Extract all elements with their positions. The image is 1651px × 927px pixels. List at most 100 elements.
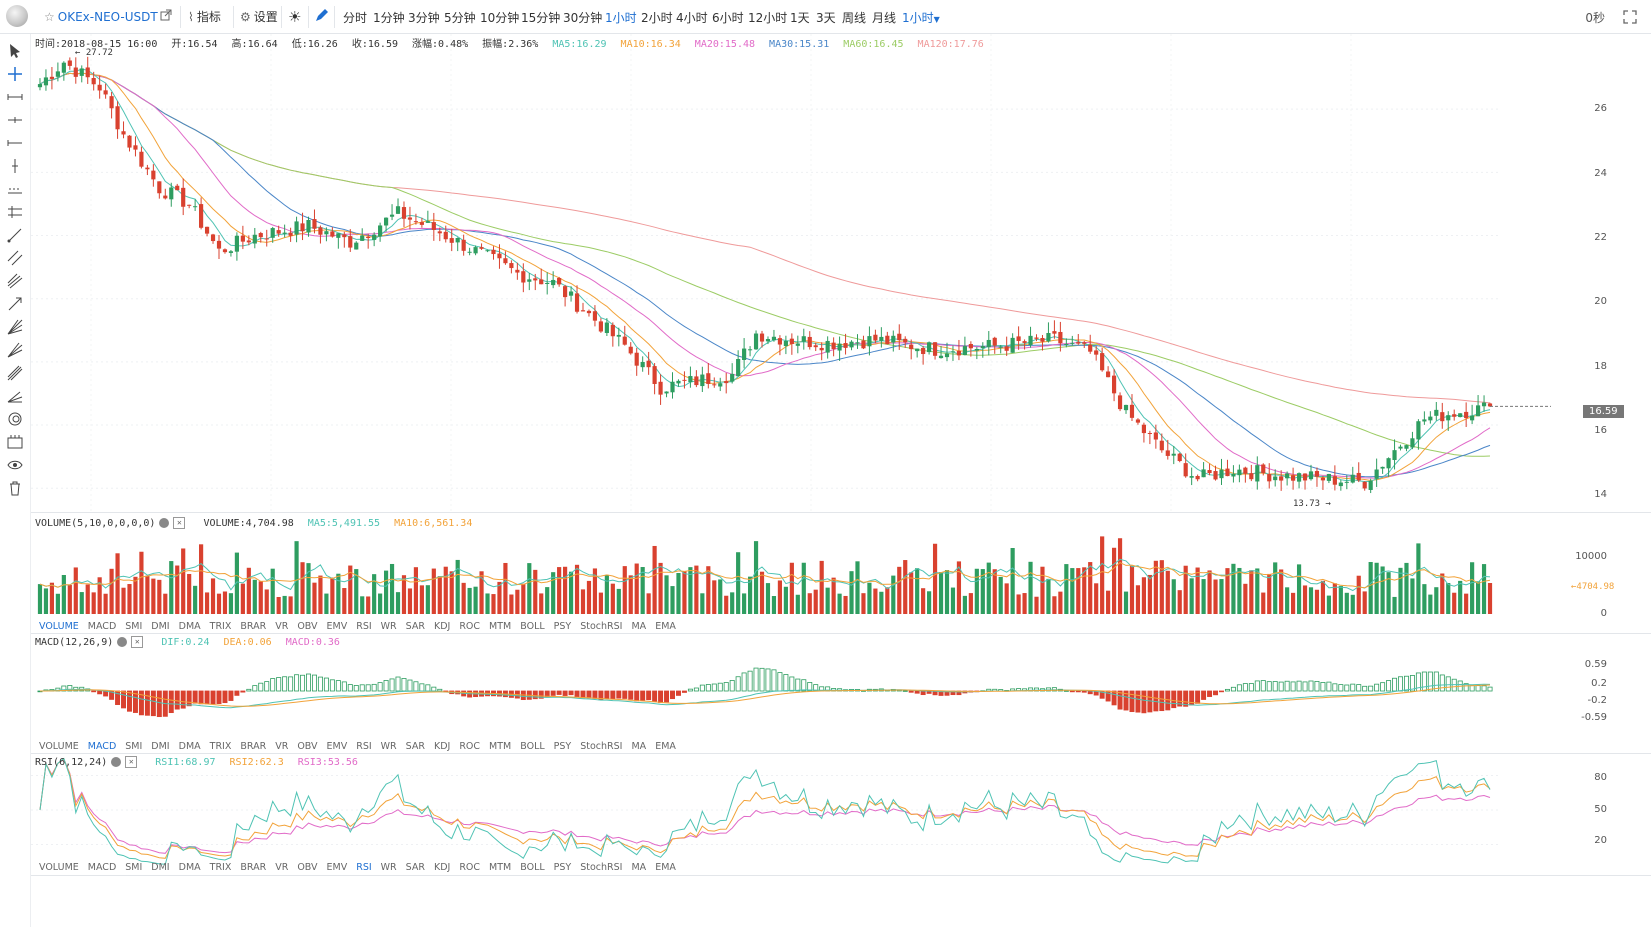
segment-icon[interactable] — [7, 89, 23, 105]
indicator-tab-dma[interactable]: DMA — [178, 621, 201, 632]
measure-icon[interactable] — [7, 434, 23, 450]
indicator-tab-dmi[interactable]: DMI — [151, 741, 170, 752]
indicator-tab-volume[interactable]: VOLUME — [39, 621, 79, 632]
chart-area[interactable]: 时间:2018-08-15 16:00 开:16.54 高:16.64 低:16… — [31, 34, 1651, 927]
fullscreen-icon[interactable] — [1623, 9, 1637, 24]
fibonacci-spiral-icon[interactable] — [7, 411, 23, 427]
indicator-tab-wr[interactable]: WR — [380, 741, 397, 752]
indicator-tab-volume[interactable]: VOLUME — [39, 862, 79, 873]
indicator-tab-kdj[interactable]: KDJ — [433, 621, 451, 632]
indicator-tab-ma[interactable]: MA — [631, 862, 647, 873]
indicator-tab-emv[interactable]: EMV — [326, 741, 348, 752]
indicator-tab-rsi[interactable]: RSI — [356, 621, 372, 632]
star-icon[interactable]: ☆ — [44, 10, 55, 24]
indicator-tab-stochrsi[interactable]: StochRSI — [580, 862, 623, 873]
indicator-tab-dma[interactable]: DMA — [178, 741, 201, 752]
indicator-tab-vr[interactable]: VR — [275, 741, 289, 752]
trend-line-icon[interactable] — [7, 227, 23, 243]
period-3min[interactable]: 3分钟 — [408, 11, 440, 25]
indicator-tab-dmi[interactable]: DMI — [151, 862, 170, 873]
indicator-tab-macd[interactable]: MACD — [87, 621, 117, 632]
horizontal-ray-icon[interactable] — [7, 112, 23, 128]
draw-pen-icon[interactable] — [314, 7, 330, 27]
indicator-tab-dma[interactable]: DMA — [178, 862, 201, 873]
indicator-tab-stochrsi[interactable]: StochRSI — [580, 741, 623, 752]
indicator-tab-psy[interactable]: PSY — [553, 621, 572, 632]
indicator-tab-macd[interactable]: MACD — [87, 741, 117, 752]
speed-resistance-icon[interactable] — [7, 365, 23, 381]
eye-icon[interactable] — [7, 457, 23, 473]
symbol-selector[interactable]: ☆ OKEx-NEO-USDT — [44, 7, 158, 27]
channel-icon[interactable] — [7, 273, 23, 289]
indicator-tab-wr[interactable]: WR — [380, 621, 397, 632]
indicator-tab-vr[interactable]: VR — [275, 621, 289, 632]
indicator-tab-ma[interactable]: MA — [631, 741, 647, 752]
indicator-tab-brar[interactable]: BRAR — [240, 862, 267, 873]
gear-icon[interactable] — [117, 637, 128, 647]
horizontal-line-icon[interactable] — [7, 135, 23, 151]
period-1d[interactable]: 1天 — [790, 11, 810, 25]
vertical-line-icon[interactable] — [7, 158, 23, 174]
period-1min[interactable]: 1分钟 — [373, 11, 405, 25]
indicator-tab-smi[interactable]: SMI — [125, 741, 143, 752]
gann-fan-icon[interactable] — [7, 342, 23, 358]
indicator-tab-trix[interactable]: TRIX — [209, 621, 232, 632]
indicator-tab-psy[interactable]: PSY — [553, 741, 572, 752]
indicator-tab-emv[interactable]: EMV — [326, 862, 348, 873]
indicator-tab-brar[interactable]: BRAR — [240, 741, 267, 752]
period-1h[interactable]: 1小时 — [605, 11, 637, 25]
kline-chart-svg[interactable] — [31, 34, 1651, 927]
indicator-tab-smi[interactable]: SMI — [125, 621, 143, 632]
period-5min[interactable]: 5分钟 — [444, 11, 476, 25]
period-6h[interactable]: 6小时 — [712, 11, 744, 25]
trash-icon[interactable] — [7, 480, 23, 496]
period-fenshi[interactable]: 分时 — [343, 11, 368, 25]
price-line-icon[interactable] — [7, 181, 23, 197]
parallel-lines-icon[interactable] — [7, 204, 23, 220]
close-icon[interactable]: ✕ — [125, 756, 138, 768]
indicator-tab-roc[interactable]: ROC — [459, 621, 481, 632]
andrews-pitchfork-icon[interactable] — [7, 388, 23, 404]
parallel-channel-icon[interactable] — [7, 250, 23, 266]
indicator-tab-mtm[interactable]: MTM — [489, 621, 512, 632]
indicator-tab-ema[interactable]: EMA — [655, 741, 676, 752]
arrow-line-icon[interactable] — [7, 296, 23, 312]
indicator-tab-sar[interactable]: SAR — [405, 741, 425, 752]
fibonacci-fan-icon[interactable] — [7, 319, 23, 335]
indicator-tab-rsi[interactable]: RSI — [356, 741, 372, 752]
indicator-tab-kdj[interactable]: KDJ — [433, 862, 451, 873]
period-12h[interactable]: 12小时 — [748, 11, 788, 25]
indicator-tab-volume[interactable]: VOLUME — [39, 741, 79, 752]
period-dropdown[interactable]: 1小时▼ — [902, 9, 940, 26]
indicator-tab-emv[interactable]: EMV — [326, 621, 348, 632]
period-3d[interactable]: 3天 — [816, 11, 836, 25]
indicator-tab-trix[interactable]: TRIX — [209, 741, 232, 752]
period-4h[interactable]: 4小时 — [676, 11, 708, 25]
indicator-tab-wr[interactable]: WR — [380, 862, 397, 873]
indicator-tab-psy[interactable]: PSY — [553, 862, 572, 873]
indicator-tab-obv[interactable]: OBV — [297, 741, 318, 752]
indicator-tab-mtm[interactable]: MTM — [489, 862, 512, 873]
indicator-tab-roc[interactable]: ROC — [459, 741, 481, 752]
indicator-tab-dmi[interactable]: DMI — [151, 621, 170, 632]
period-30min[interactable]: 30分钟 — [563, 11, 603, 25]
indicator-tab-smi[interactable]: SMI — [125, 862, 143, 873]
indicator-tab-stochrsi[interactable]: StochRSI — [580, 621, 623, 632]
indicator-tab-sar[interactable]: SAR — [405, 621, 425, 632]
indicator-tab-boll[interactable]: BOLL — [520, 741, 545, 752]
settings-button[interactable]: ⚙ 设置 — [240, 7, 278, 27]
indicator-tab-brar[interactable]: BRAR — [240, 621, 267, 632]
indicator-tab-macd[interactable]: MACD — [87, 862, 117, 873]
indicator-tab-rsi[interactable]: RSI — [356, 862, 372, 873]
period-month[interactable]: 月线 — [872, 11, 897, 25]
popout-icon[interactable] — [160, 7, 172, 27]
period-15min[interactable]: 15分钟 — [521, 11, 561, 25]
close-icon[interactable]: ✕ — [131, 636, 144, 648]
close-icon[interactable]: ✕ — [173, 517, 186, 529]
theme-sun-icon[interactable]: ☀ — [288, 8, 302, 26]
indicator-tab-boll[interactable]: BOLL — [520, 621, 545, 632]
period-week[interactable]: 周线 — [842, 11, 867, 25]
okex-logo[interactable] — [6, 5, 28, 27]
indicator-tab-obv[interactable]: OBV — [297, 621, 318, 632]
indicator-tab-ma[interactable]: MA — [631, 621, 647, 632]
